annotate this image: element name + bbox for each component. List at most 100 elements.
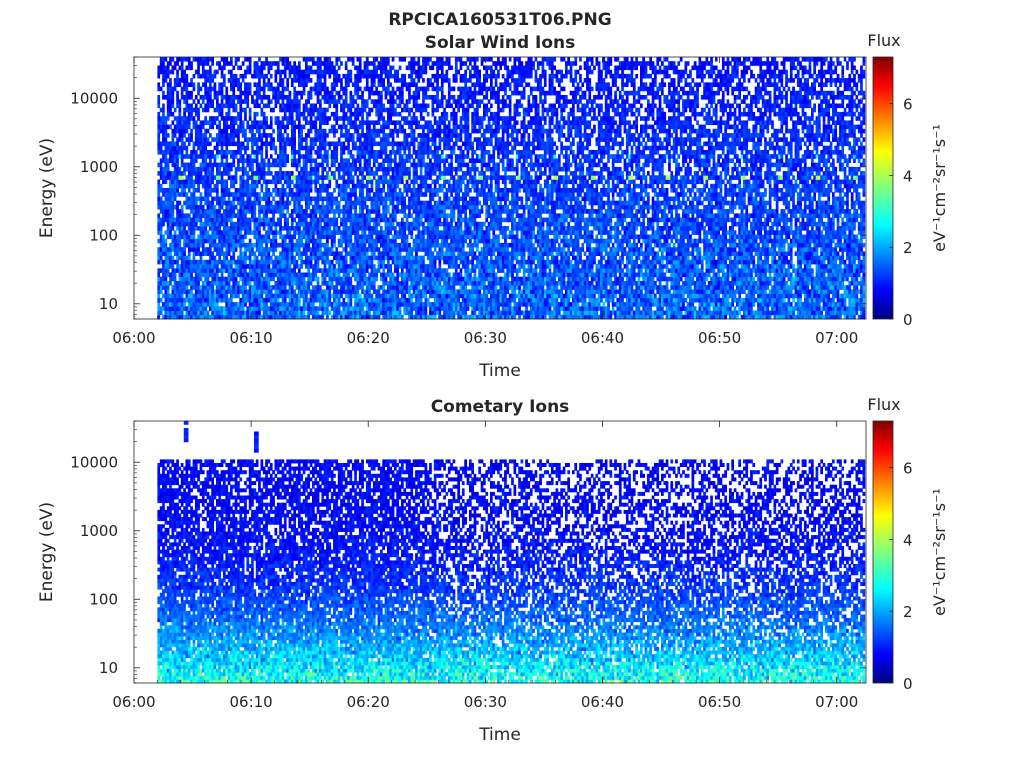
solar-cell — [258, 217, 261, 223]
solar-cell — [394, 281, 397, 286]
solar-cell — [178, 268, 182, 273]
solar-cell — [279, 150, 282, 155]
solar-cell — [361, 297, 364, 303]
solar-cell — [246, 188, 250, 193]
solar-cell — [262, 141, 266, 147]
solar-cell — [349, 150, 353, 155]
solar-cell — [227, 272, 231, 278]
solar-cell — [265, 209, 268, 214]
solar-cell — [246, 69, 250, 75]
solar-cell — [382, 65, 385, 71]
solar-cell — [169, 276, 172, 282]
solar-cell — [335, 196, 339, 202]
solar-cell — [363, 158, 367, 163]
solar-cell — [234, 230, 238, 235]
solar-cell — [314, 255, 318, 261]
solar-cell — [389, 111, 392, 117]
solar-cell — [176, 251, 179, 256]
solar-cell — [347, 264, 350, 269]
solar-cell — [272, 302, 275, 307]
solar-cell — [314, 242, 318, 248]
solar-cell — [192, 306, 196, 311]
solar-cell — [384, 204, 388, 210]
solar-cell — [283, 150, 287, 155]
solar-cell — [253, 124, 257, 130]
solar-cell — [269, 171, 273, 176]
solar-cell — [237, 133, 240, 138]
solar-cell — [344, 158, 348, 163]
solar-cell — [246, 95, 250, 100]
solar-cell — [211, 306, 214, 311]
solar-cell — [370, 69, 374, 75]
solar-cell — [377, 65, 381, 71]
solar-cell — [173, 238, 177, 244]
solar-cell — [333, 209, 336, 214]
solar-cell — [389, 175, 392, 180]
solar-cell — [387, 188, 390, 193]
solar-cell — [368, 128, 371, 134]
solar-cell — [171, 150, 175, 155]
solar-cell — [365, 234, 369, 240]
solar-cell — [283, 264, 287, 269]
solar-cell — [330, 124, 334, 130]
solar-cell — [169, 107, 172, 113]
solar-cell — [237, 111, 240, 117]
solar-cell — [244, 242, 247, 248]
solar-cell — [293, 297, 296, 303]
solar-cell — [274, 297, 278, 303]
solar-cell — [382, 57, 385, 62]
solar-cell — [391, 183, 395, 189]
solar-cell — [344, 86, 348, 92]
solar-cell — [305, 116, 308, 121]
solar-cell — [370, 99, 374, 104]
solar-cell — [347, 107, 350, 113]
solar-cell — [255, 247, 259, 252]
solar-cell — [166, 204, 170, 210]
solar-cell — [260, 171, 264, 176]
solar-cell — [342, 264, 346, 269]
solar-cell — [396, 200, 399, 206]
solar-cell — [389, 217, 392, 223]
solar-cell — [267, 124, 271, 130]
solar-cell — [344, 133, 348, 138]
solar-cell — [253, 73, 257, 79]
solar-cell — [251, 289, 254, 294]
solar-cell — [333, 213, 336, 218]
solar-cell — [225, 150, 229, 155]
solar-cell — [269, 226, 273, 231]
solar-cell — [279, 166, 282, 172]
solar-cell — [176, 234, 179, 240]
solar-cell — [178, 124, 182, 130]
solar-cell — [326, 238, 329, 244]
solar-cell — [323, 120, 327, 125]
solar-cell — [321, 61, 325, 66]
solar-cell — [178, 120, 182, 125]
solar-cell — [396, 306, 399, 311]
solar-cell — [337, 162, 341, 168]
solar-cell — [328, 99, 332, 104]
solar-cell — [344, 234, 348, 240]
solar-cell — [164, 247, 168, 252]
solar-cell — [206, 204, 210, 210]
solar-cell — [335, 116, 339, 121]
solar-cell — [218, 255, 221, 261]
solar-cell — [382, 150, 385, 155]
solar-cell — [300, 272, 303, 278]
solar-cell — [201, 145, 205, 151]
solar-cell — [363, 213, 367, 218]
solar-cell — [204, 120, 207, 125]
solar-cell — [220, 217, 224, 223]
solar-cell — [244, 289, 247, 294]
solar-cell — [363, 103, 367, 109]
solar-cell — [351, 175, 355, 180]
solar-cell — [333, 226, 336, 231]
solar-cell — [358, 154, 362, 159]
solar-cell — [286, 124, 289, 130]
solar-cell — [335, 247, 339, 252]
solar-cell — [225, 255, 229, 261]
solar-cell — [361, 302, 364, 307]
solar-cell — [340, 128, 343, 134]
solar-cell — [323, 297, 327, 303]
solar-cell — [394, 196, 397, 202]
solar-cell — [213, 95, 217, 100]
